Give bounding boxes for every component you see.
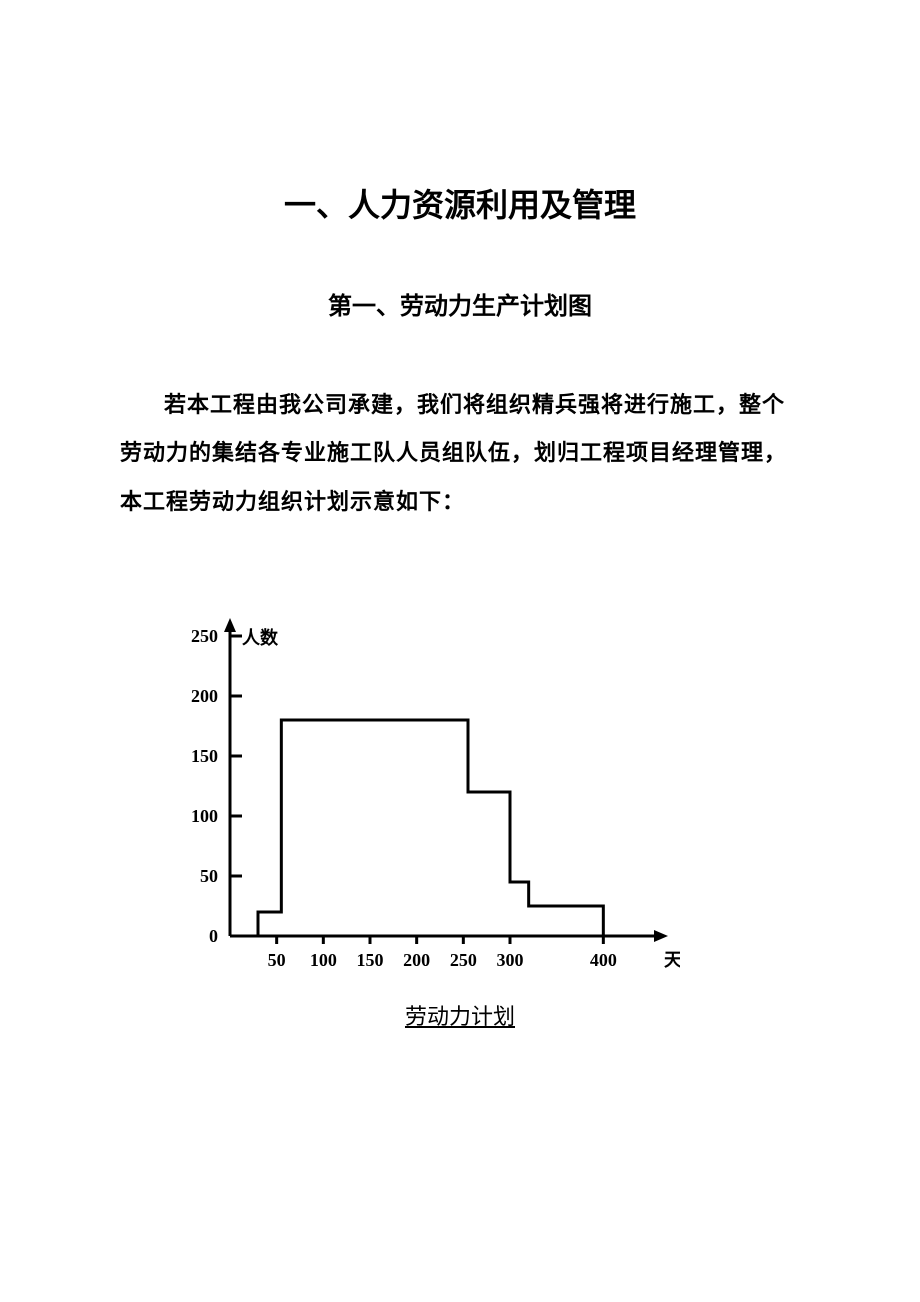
labor-plan-chart: 050100150200250人数50100150200250300400天数 … [160,606,760,1031]
document-page: 一、人力资源利用及管理 第一、劳动力生产计划图 若本工程由我公司承建，我们将组织… [0,0,920,1031]
svg-text:天数: 天数 [664,949,680,970]
svg-text:250: 250 [450,950,477,970]
body-paragraph: 若本工程由我公司承建，我们将组织精兵强将进行施工，整个劳动力的集结各专业施工队人… [120,381,800,526]
svg-text:150: 150 [191,746,218,766]
svg-text:50: 50 [200,866,218,886]
svg-text:300: 300 [497,950,524,970]
step-chart-svg: 0 50 100 150 200 250 人数 50 100 150 200 250 300 400 天数 [160,606,680,976]
svg-text:0: 0 [209,926,218,946]
svg-text:100: 100 [310,950,337,970]
svg-text:人数: 人数 [242,627,279,648]
svg-text:200: 200 [403,950,430,970]
svg-text:250: 250 [191,626,218,646]
svg-text:150: 150 [357,950,384,970]
chart-caption: 劳动力计划 [160,999,760,1031]
svg-text:50: 50 [268,950,286,970]
svg-text:100: 100 [191,806,218,826]
sub-title: 第一、劳动力生产计划图 [120,286,800,321]
svg-text:400: 400 [590,950,617,970]
main-title: 一、人力资源利用及管理 [120,180,800,226]
svg-text:200: 200 [191,686,218,706]
